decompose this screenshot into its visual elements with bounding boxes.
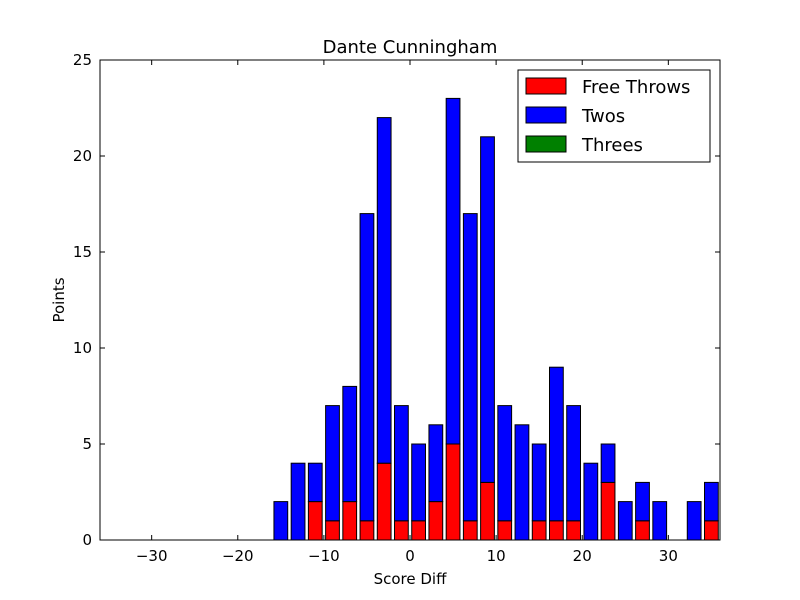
bar-twos-31 <box>635 481 650 522</box>
bars-group <box>273 97 719 541</box>
bar-free-throws-25 <box>531 520 547 541</box>
legend-label-free-throws: Free Throws <box>582 77 690 98</box>
bar-free-throws-26 <box>549 520 564 541</box>
bar-free-throws-29 <box>600 481 616 541</box>
legend-swatch-free-throws <box>525 77 567 95</box>
x-tick-label: −10 <box>308 547 340 565</box>
bar-free-throws-13 <box>325 520 340 541</box>
bar-twos-28 <box>583 462 599 541</box>
x-tick-label: 30 <box>659 547 678 565</box>
bar-free-throws-35 <box>704 520 719 541</box>
bar-free-throws-23 <box>497 520 513 541</box>
bar-twos-20 <box>445 97 461 445</box>
bar-free-throws-22 <box>480 481 495 541</box>
x-tick-label: 10 <box>487 547 506 565</box>
bar-twos-32 <box>652 501 668 541</box>
bar-free-throws-31 <box>635 520 650 541</box>
y-tick-label: 10 <box>73 339 92 357</box>
legend: Free Throws Twos Threes <box>517 69 711 163</box>
bar-twos-34 <box>686 501 702 541</box>
chart-title: Dante Cunningham <box>323 37 498 58</box>
bar-free-throws-16 <box>376 462 392 541</box>
bar-twos-30 <box>617 501 633 541</box>
bar-free-throws-14 <box>342 501 358 541</box>
y-axis-label: Points <box>50 277 68 322</box>
bar-twos-14 <box>342 385 358 503</box>
bar-free-throws-17 <box>394 520 409 541</box>
y-tick-label: 25 <box>73 51 92 69</box>
bar-twos-25 <box>531 443 547 522</box>
x-tick-label: 0 <box>405 547 415 565</box>
bar-free-throws-15 <box>359 520 375 541</box>
bar-twos-11 <box>290 462 306 541</box>
bar-twos-10 <box>273 501 289 541</box>
bar-free-throws-18 <box>411 520 427 541</box>
x-tick-label: −30 <box>136 547 168 565</box>
y-tick-label: 20 <box>73 147 92 165</box>
bar-twos-22 <box>480 136 495 483</box>
bar-twos-16 <box>376 117 392 464</box>
bar-twos-27 <box>566 405 581 522</box>
bar-free-throws-27 <box>566 520 581 541</box>
x-tick-label: 20 <box>573 547 592 565</box>
ticks-group: −30 −20 −10 0 10 20 30 0 5 10 15 20 25 <box>73 51 720 565</box>
bar-twos-29 <box>600 443 616 483</box>
bar-free-throws-20 <box>445 443 461 541</box>
bar-free-throws-19 <box>428 501 444 541</box>
legend-swatch-threes <box>525 135 567 153</box>
legend-swatch-twos <box>525 106 567 124</box>
bar-twos-35 <box>704 481 719 522</box>
bar-twos-19 <box>428 424 444 503</box>
bar-free-throws-21 <box>462 520 478 541</box>
y-tick-label: 15 <box>73 243 92 261</box>
bar-twos-26 <box>549 366 564 522</box>
legend-label-threes: Threes <box>581 135 643 156</box>
bar-twos-15 <box>359 213 375 522</box>
y-tick-label: 0 <box>82 531 92 549</box>
bar-twos-23 <box>497 405 513 522</box>
legend-label-twos: Twos <box>581 106 625 127</box>
bar-twos-12 <box>307 462 323 503</box>
bar-twos-17 <box>394 405 409 522</box>
bar-free-throws-12 <box>307 501 323 541</box>
bar-twos-13 <box>325 405 340 522</box>
x-tick-label: −20 <box>222 547 254 565</box>
bar-twos-21 <box>462 213 478 522</box>
y-tick-label: 5 <box>82 435 92 453</box>
bar-twos-18 <box>411 443 427 522</box>
plot-frame <box>99 59 721 541</box>
x-axis-label: Score Diff <box>374 570 447 588</box>
bar-twos-24 <box>514 424 530 541</box>
